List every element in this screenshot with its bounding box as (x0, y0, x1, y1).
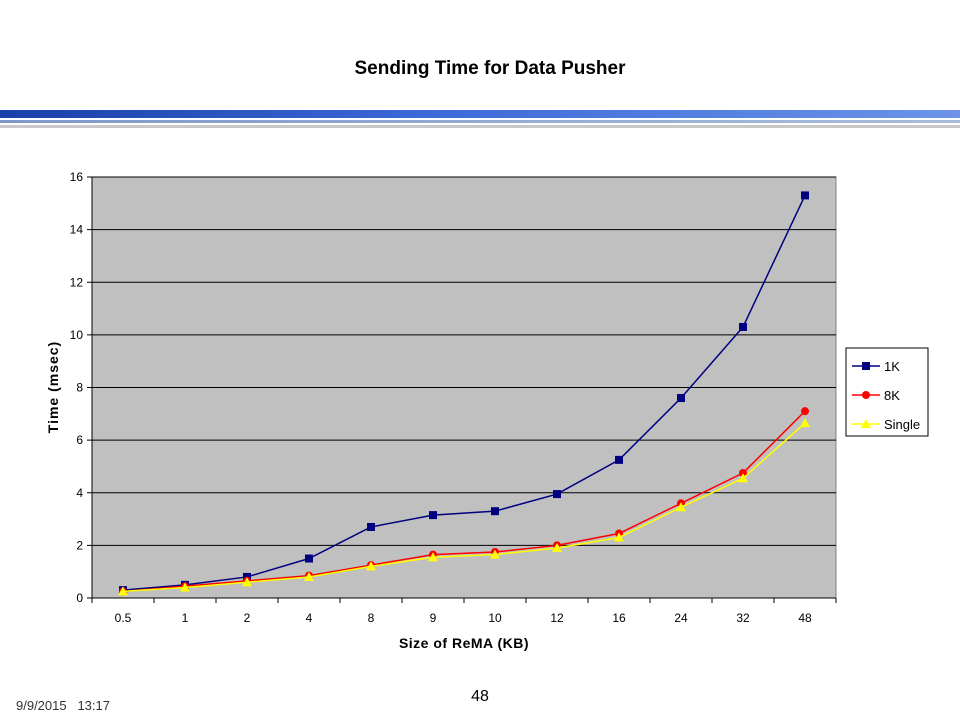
x-tick-label: 32 (736, 611, 750, 625)
data-point (118, 586, 128, 596)
legend-swatch-marker (861, 419, 871, 428)
legend-box (845, 347, 929, 437)
data-point (739, 322, 747, 331)
y-tick-label: 10 (70, 328, 84, 342)
data-point (242, 577, 252, 587)
legend-swatch-marker (862, 391, 870, 399)
y-axis: 0 2 4 6 8 10 12 14 16 (70, 170, 93, 605)
y-axis-label: Time (msec) (45, 341, 61, 433)
legend-label: 1K (884, 359, 900, 374)
data-point (429, 511, 437, 520)
data-point (739, 469, 747, 478)
x-tick-label: 0.5 (115, 611, 132, 625)
slide-title: Sending Time for Data Pusher (354, 58, 626, 79)
data-point (490, 549, 500, 559)
footer-time: 13:17 (77, 698, 110, 713)
series-line-single (122, 422, 806, 593)
data-point (615, 455, 623, 464)
data-point (738, 473, 748, 483)
y-tick-label: 14 (70, 223, 84, 237)
data-point (553, 490, 561, 499)
x-tick-label: 16 (612, 611, 626, 625)
series-group (118, 191, 810, 596)
title-bar-secondary (0, 120, 960, 123)
x-axis-label: Size of ReMA (KB) (399, 635, 529, 651)
title-bar-tertiary (0, 125, 960, 128)
data-point (801, 191, 809, 200)
data-point (367, 522, 375, 531)
data-point (800, 418, 810, 428)
data-point (677, 394, 685, 403)
data-point (801, 407, 809, 416)
x-tick-label: 12 (550, 611, 564, 625)
x-axis: 0.5 1 2 4 8 9 10 12 16 24 32 48 (91, 597, 837, 625)
data-point (366, 561, 376, 571)
x-tick-label: 48 (798, 611, 812, 625)
legend-swatch-marker (862, 362, 870, 370)
x-tick-label: 2 (244, 611, 251, 625)
footer-date: 9/9/2015 (16, 698, 67, 713)
title-underline-bars (0, 110, 960, 130)
title-bar-primary (0, 110, 960, 118)
x-tick-label: 8 (368, 611, 375, 625)
data-point (491, 507, 499, 516)
data-point (614, 532, 624, 542)
series-single (118, 418, 810, 596)
legend: 1K 8K Single (845, 347, 929, 437)
y-tick-label: 16 (70, 170, 84, 184)
data-point (552, 543, 562, 553)
y-tick-label: 6 (76, 433, 83, 447)
data-point (305, 554, 313, 563)
y-tick-label: 0 (76, 591, 83, 605)
data-point (180, 582, 190, 592)
y-tick-label: 8 (76, 381, 83, 395)
series-line-8k (122, 410, 806, 593)
data-point (304, 571, 314, 581)
x-tick-label: 1 (182, 611, 189, 625)
y-tick-label: 12 (70, 275, 84, 289)
footer-datetime: 9/9/2015 13:17 (16, 698, 110, 713)
x-tick-label: 9 (430, 611, 437, 625)
page-number: 48 (471, 688, 489, 705)
legend-label: Single (884, 417, 920, 432)
y-tick-label: 2 (76, 538, 83, 552)
data-point (676, 502, 686, 512)
gridlines (92, 176, 836, 546)
y-tick-label: 4 (76, 486, 83, 500)
x-tick-label: 24 (674, 611, 688, 625)
series-line-1k (122, 195, 806, 591)
data-point (428, 552, 438, 562)
x-tick-label: 10 (488, 611, 502, 625)
x-tick-label: 4 (306, 611, 313, 625)
legend-label: 8K (884, 388, 900, 403)
